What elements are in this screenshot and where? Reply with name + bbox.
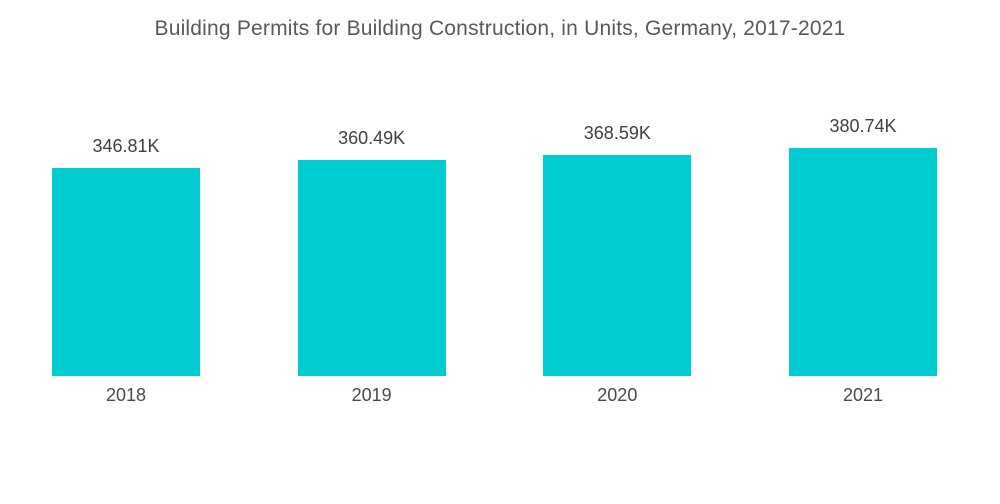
x-axis-label-2019: 2019 bbox=[351, 385, 392, 405]
bar-value-label-2021: 380.74K bbox=[829, 116, 897, 136]
chart-title: Building Permits for Building Constructi… bbox=[154, 17, 846, 40]
x-axis-label-2020: 2020 bbox=[597, 385, 638, 405]
bar-group-2019: 360.49K bbox=[297, 128, 446, 376]
bar-group-2018: 346.81K bbox=[52, 136, 200, 376]
bar-2018 bbox=[52, 168, 200, 376]
bar-value-label-2018: 346.81K bbox=[92, 136, 160, 156]
x-axis-label-2018: 2018 bbox=[105, 385, 147, 405]
bar-2021 bbox=[788, 148, 937, 376]
x-axis-label-2021: 2021 bbox=[842, 385, 883, 405]
x-axis: 2018 2019 2020 2021 bbox=[52, 385, 937, 406]
bar-group-2021: 380.74K bbox=[788, 116, 937, 376]
bar-chart-plot: 346.81K 360.49K 368.59K 380.74K bbox=[52, 0, 937, 376]
bar-group-2020: 368.59K bbox=[543, 123, 692, 376]
bar-2019 bbox=[297, 160, 446, 376]
bar-value-label-2020: 368.59K bbox=[583, 123, 651, 143]
bar-value-label-2019: 360.49K bbox=[338, 128, 406, 148]
bar-2020 bbox=[543, 155, 692, 376]
